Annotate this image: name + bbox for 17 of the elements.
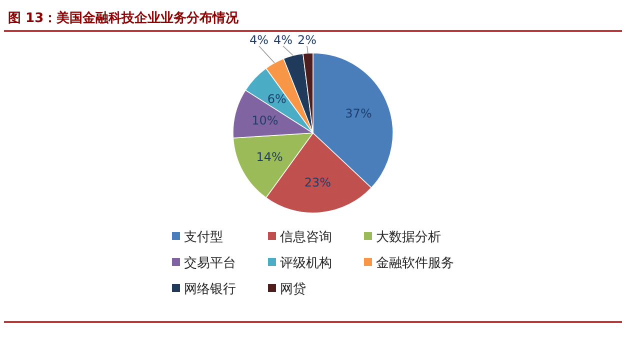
legend-label: 交易平台 [184,255,236,271]
legend-label: 大数据分析 [376,230,441,245]
data-label: 23% [304,175,332,190]
data-label: 2% [297,33,316,47]
data-label: 6% [267,92,286,106]
data-label: 10% [252,114,278,128]
legend-label: 支付型 [184,230,223,245]
data-label: 37% [345,106,372,120]
legend-label: 网络银行 [184,282,236,297]
legend-label: 金融软件服务 [376,256,454,271]
legend-label: 评级机构 [280,256,332,271]
legend-label: 网贷 [280,282,306,297]
data-label: 4% [249,33,268,47]
chart-title: 图 13：美国金融科技企业业务分布情况 [8,10,240,26]
data-label: 4% [273,33,292,47]
data-label: 14% [256,150,283,164]
legend-label: 信息咨询 [280,230,332,245]
